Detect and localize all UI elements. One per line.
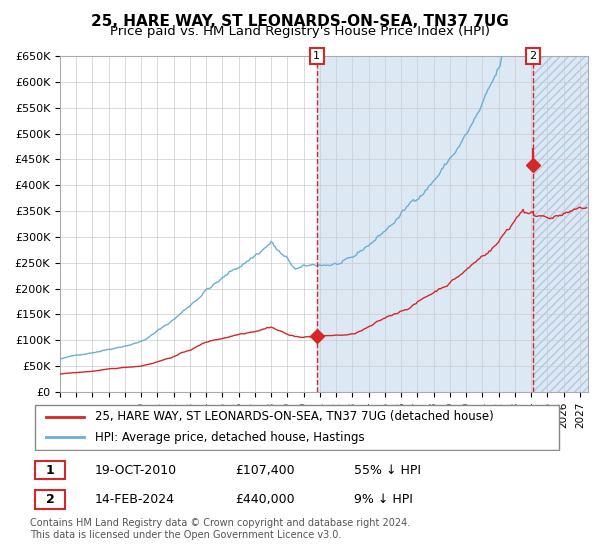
Text: £107,400: £107,400 [235,464,295,477]
Text: Contains HM Land Registry data © Crown copyright and database right 2024.
This d: Contains HM Land Registry data © Crown c… [30,518,410,540]
Text: Price paid vs. HM Land Registry's House Price Index (HPI): Price paid vs. HM Land Registry's House … [110,25,490,38]
Text: 2: 2 [530,51,536,61]
Text: 14-FEB-2024: 14-FEB-2024 [95,493,175,506]
FancyBboxPatch shape [35,405,559,450]
FancyBboxPatch shape [35,461,65,479]
Text: 55% ↓ HPI: 55% ↓ HPI [354,464,421,477]
Text: 2: 2 [46,493,55,506]
Text: 25, HARE WAY, ST LEONARDS-ON-SEA, TN37 7UG (detached house): 25, HARE WAY, ST LEONARDS-ON-SEA, TN37 7… [95,410,494,423]
Text: 1: 1 [313,51,320,61]
Text: 19-OCT-2010: 19-OCT-2010 [95,464,177,477]
Text: 25, HARE WAY, ST LEONARDS-ON-SEA, TN37 7UG: 25, HARE WAY, ST LEONARDS-ON-SEA, TN37 7… [91,14,509,29]
FancyBboxPatch shape [35,490,65,509]
Text: 9% ↓ HPI: 9% ↓ HPI [354,493,413,506]
Text: HPI: Average price, detached house, Hastings: HPI: Average price, detached house, Hast… [95,431,364,444]
Text: £440,000: £440,000 [235,493,295,506]
Bar [317,56,588,392]
Text: 1: 1 [46,464,55,477]
Bar [533,56,588,392]
